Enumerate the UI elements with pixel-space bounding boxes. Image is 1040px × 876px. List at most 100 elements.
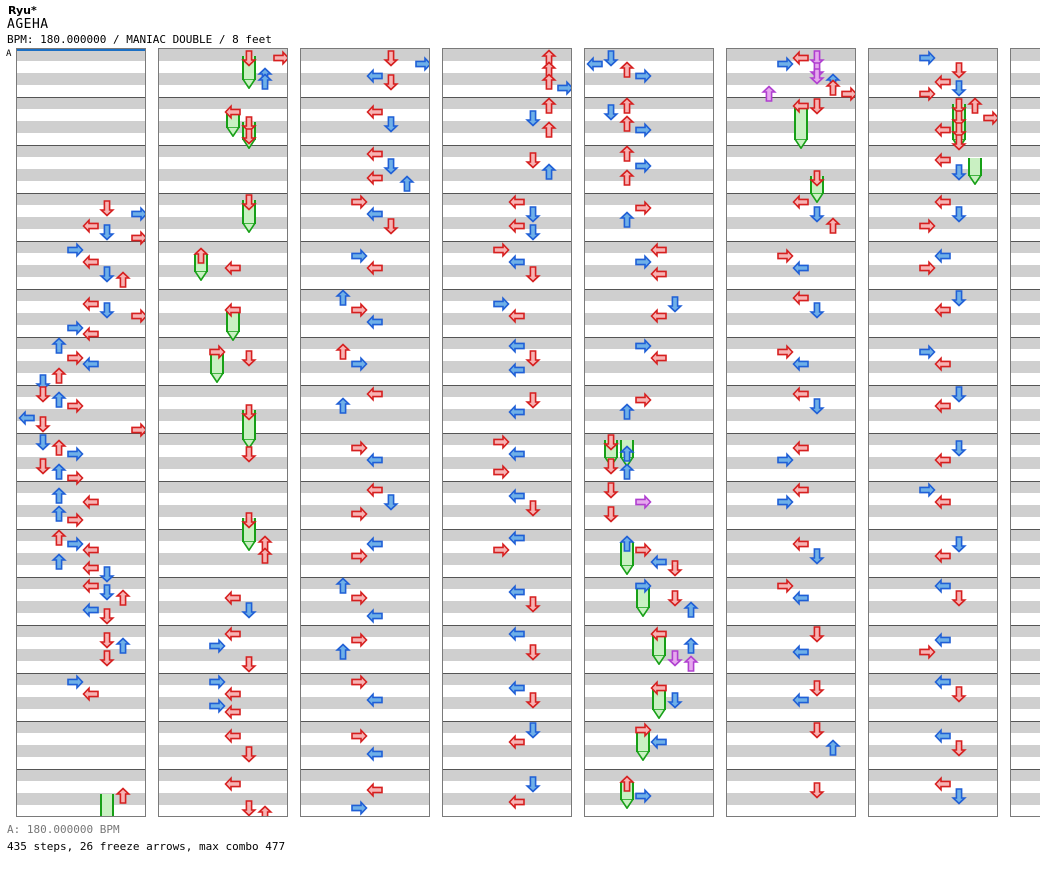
note-arrow	[792, 481, 810, 499]
beat-band	[159, 697, 287, 709]
beat-band	[869, 769, 997, 781]
beat-band	[869, 601, 997, 613]
note-arrow	[918, 217, 936, 235]
beat-band	[443, 169, 571, 181]
beat-band	[17, 217, 145, 229]
beat-band	[159, 193, 287, 205]
beat-band	[443, 505, 571, 517]
measure-line	[17, 625, 145, 626]
note-arrow	[808, 679, 826, 697]
note-arrow	[792, 193, 810, 211]
note-arrow	[776, 451, 794, 469]
freeze-tail-cap	[636, 751, 650, 761]
beat-band	[17, 457, 145, 469]
note-arrow	[82, 577, 100, 595]
note-arrow	[524, 265, 542, 283]
beat-band	[1011, 409, 1040, 421]
beat-band	[869, 73, 997, 85]
beat-band	[17, 289, 145, 301]
note-arrow	[602, 103, 620, 121]
measure-line	[301, 673, 429, 674]
measure-line	[443, 769, 571, 770]
measure-line	[1011, 337, 1040, 338]
note-arrow	[618, 145, 636, 163]
note-arrow	[366, 781, 384, 799]
note-arrow	[98, 631, 116, 649]
beat-band	[17, 433, 145, 445]
note-arrow	[934, 301, 952, 319]
note-arrow	[114, 271, 132, 289]
beat-band	[1011, 97, 1040, 109]
beat-band	[869, 673, 997, 685]
beat-band	[17, 769, 145, 781]
beat-band	[727, 673, 855, 685]
beat-band	[585, 121, 713, 133]
note-arrow	[508, 793, 526, 811]
beat-band	[585, 313, 713, 325]
beat-band	[159, 289, 287, 301]
measure-line	[727, 625, 855, 626]
note-arrow	[350, 505, 368, 523]
note-arrow	[82, 493, 100, 511]
beat-band	[159, 313, 287, 325]
beat-band	[869, 289, 997, 301]
note-arrow	[618, 169, 636, 187]
beat-band	[443, 193, 571, 205]
note-arrow	[934, 727, 952, 745]
beat-band	[443, 481, 571, 493]
measure-line	[159, 673, 287, 674]
note-arrow	[792, 355, 810, 373]
beat-band	[1011, 649, 1040, 661]
beat-band	[585, 97, 713, 109]
note-arrow	[366, 169, 384, 187]
measure-line	[301, 769, 429, 770]
note-arrow	[508, 337, 526, 355]
measure-line	[727, 721, 855, 722]
note-arrow	[50, 337, 68, 355]
note-arrow	[208, 343, 226, 361]
note-arrow	[950, 787, 968, 805]
measure-line	[443, 433, 571, 434]
beat-band	[727, 649, 855, 661]
note-arrow	[414, 55, 429, 73]
beat-band	[869, 649, 997, 661]
beat-band	[1011, 385, 1040, 397]
beat-band	[727, 433, 855, 445]
note-arrow	[792, 385, 810, 403]
beat-band	[585, 553, 713, 565]
note-arrow	[934, 247, 952, 265]
beat-band	[727, 793, 855, 805]
beat-band	[869, 721, 997, 733]
note-arrow	[240, 115, 258, 133]
note-arrow	[618, 211, 636, 229]
note-arrow	[792, 439, 810, 457]
note-arrow	[82, 559, 100, 577]
beat-band	[585, 529, 713, 541]
note-arrow	[524, 499, 542, 517]
note-arrow	[808, 721, 826, 739]
beat-band	[727, 361, 855, 373]
freeze-tail-cap	[794, 139, 808, 149]
measure-line	[869, 481, 997, 482]
beat-band	[1011, 481, 1040, 493]
note-arrow	[618, 445, 636, 463]
measure-line	[301, 577, 429, 578]
measure-line	[585, 193, 713, 194]
measure-line	[301, 625, 429, 626]
beat-band	[1011, 169, 1040, 181]
beat-band	[301, 73, 429, 85]
measure-line	[1011, 673, 1040, 674]
beat-band	[301, 457, 429, 469]
beat-band	[727, 409, 855, 421]
beat-band	[159, 217, 287, 229]
beat-band	[727, 73, 855, 85]
measure-line	[869, 241, 997, 242]
note-arrow	[950, 133, 968, 151]
beat-band	[301, 721, 429, 733]
beat-band	[17, 481, 145, 493]
beat-band	[443, 337, 571, 349]
measure-line	[869, 289, 997, 290]
note-arrow	[792, 643, 810, 661]
beat-band	[1011, 505, 1040, 517]
beat-band	[301, 337, 429, 349]
